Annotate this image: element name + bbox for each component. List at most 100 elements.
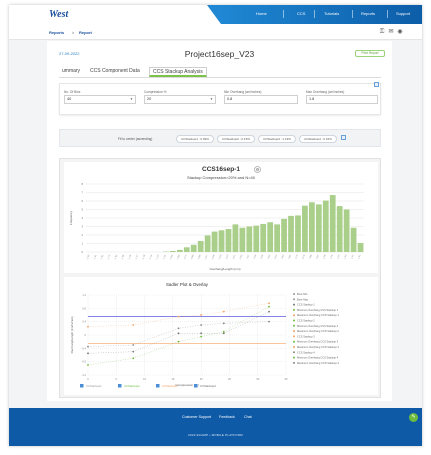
histogram-bar — [260, 223, 267, 252]
stackup-chip[interactable]: CCStackup3 : 1.19% — [258, 135, 296, 143]
stackup-chip[interactable]: CCStackup4 : 0.01% — [299, 135, 337, 143]
x-tick-label: 0.43 — [275, 254, 279, 259]
legend-label: Maximum Overhang CCS Stackup 2 — [297, 329, 339, 333]
x-tick-label: -0.29 — [219, 254, 223, 260]
histogram-bar — [343, 209, 350, 252]
series-line — [87, 303, 270, 327]
x-tick-label: 0.97 — [316, 254, 320, 259]
x-tick-label: -0.56 — [198, 254, 202, 260]
info-icon[interactable] — [341, 135, 346, 140]
y-tick-label: 8 — [81, 182, 83, 186]
nav-tutorials[interactable]: Tutorials — [324, 11, 340, 16]
histogram-bar — [274, 224, 280, 252]
x-tick-label: -0.02 — [240, 254, 244, 260]
max-overhang-input[interactable]: 1.8 — [306, 95, 378, 104]
data-point — [132, 357, 135, 360]
chart-title: CCS16sep-1 — [202, 166, 240, 173]
data-point — [132, 324, 135, 326]
data-point — [268, 305, 270, 308]
y-tick-label: 1.2 — [82, 293, 86, 297]
histogram-bar — [336, 206, 343, 252]
mail-icon[interactable]: ✉ — [388, 29, 394, 35]
nav-ccs[interactable]: CCS — [297, 11, 306, 16]
y-tick-label: 2 — [81, 233, 83, 237]
legend-marker — [293, 351, 295, 354]
nav-support[interactable]: Support — [396, 11, 411, 16]
nav-divider — [387, 10, 388, 18]
bins-select[interactable]: 40 ▼ — [64, 95, 136, 104]
chat-icon[interactable]: ✎ — [409, 413, 418, 422]
legend-marker — [293, 303, 295, 306]
breadcrumb-reports[interactable]: Reports — [49, 30, 65, 35]
report-panel: 27-09-2022 Project16sep_V23 Print Report… — [47, 41, 392, 401]
x-tick-label: 0.52 — [282, 254, 286, 259]
histogram-bar — [288, 215, 294, 252]
x-tick-label: -0.11 — [233, 254, 237, 260]
tab-ccs-stackup-analysis[interactable]: CCS Stackup Analysis — [149, 67, 207, 77]
tab-ccs-component-data[interactable]: CCS Component Data — [90, 68, 140, 74]
x-tick-label: 1.33 — [344, 254, 348, 259]
x-tick-label: -1.64 — [115, 254, 119, 260]
legend-label: CCS Stackup 4 — [297, 350, 315, 354]
stackup-chip[interactable]: CCStackup2 : 0.15% — [217, 135, 255, 143]
y-tick-label: -0.4 — [82, 346, 87, 350]
x-tick-label: -0.83 — [177, 254, 181, 260]
tab-summary[interactable]: ummary — [62, 68, 81, 74]
data-point — [177, 332, 180, 335]
nav-reports[interactable]: Reports — [361, 11, 376, 16]
x-tick-label: -1.91 — [94, 254, 98, 260]
legend-checkbox — [194, 384, 198, 388]
x-tick-label: 0.07 — [247, 254, 251, 259]
chat-link[interactable]: Chat — [244, 415, 252, 419]
histogram-bar — [267, 222, 274, 252]
x-tick-label: -0.65 — [191, 254, 195, 260]
histogram-bar — [302, 205, 308, 252]
bins-value: 40 — [67, 97, 72, 101]
legend-marker — [293, 314, 295, 317]
lock-icon[interactable]: ⚿ — [379, 29, 385, 35]
series-line — [87, 321, 270, 347]
x-tick-label: 1.42 — [351, 254, 355, 259]
min-overhang-input[interactable]: 0.8 — [224, 95, 298, 104]
west-logo[interactable]: West — [49, 9, 69, 20]
legend-toggle-label: CCStackup4 — [200, 384, 216, 388]
legend-label: Maximum Overhang CCS Stackup 1 — [297, 313, 339, 317]
chart-subtitle: Stackup Compression=20% and N=40 — [186, 175, 256, 180]
x-tick-label: 0.34 — [268, 254, 272, 259]
settings-icon[interactable]: ⚙ — [254, 166, 261, 173]
compression-label: Compression % — [144, 90, 167, 94]
histogram-bar — [246, 226, 253, 252]
data-point — [268, 310, 270, 313]
legend-marker — [293, 330, 295, 333]
feedback-link[interactable]: Feedback — [219, 415, 235, 419]
y-tick-label: 3 — [81, 225, 83, 229]
user-icon[interactable]: ◉ — [397, 29, 403, 35]
print-report-button[interactable]: Print Report — [355, 50, 385, 57]
data-point — [200, 324, 203, 326]
histogram-bar — [211, 231, 218, 252]
refresh-icon[interactable] — [374, 82, 379, 87]
histogram-bar — [315, 204, 322, 252]
y-tick-label: 1 — [81, 242, 83, 246]
legend-label: CCS Stackup 3 — [297, 334, 315, 338]
customer-support-link[interactable]: Customer Support — [182, 415, 212, 419]
compression-select[interactable]: 20 ▼ — [144, 95, 216, 104]
report-date: 27-09-2022 — [59, 51, 80, 56]
nav-home[interactable]: Home — [256, 11, 267, 16]
legend-toggle-label: CCStackup2 — [124, 384, 140, 388]
y-tick-label: 0.8 — [82, 306, 86, 310]
histogram-bar — [197, 240, 204, 252]
x-tick-label: 35 — [285, 377, 288, 381]
data-point — [200, 332, 203, 335]
histogram-bar — [253, 225, 260, 252]
copyright: 2022 ECAMP • MOBILE PLATFORM — [188, 433, 243, 437]
x-tick-label: 20 — [200, 377, 203, 381]
stackup-chip[interactable]: CCStackup1 : 0.09% — [176, 135, 214, 143]
top-navigation: West Home CCS Tutorials Reports Support — [9, 5, 422, 24]
y-tick-label: -1.2 — [82, 373, 87, 377]
histogram-bar — [239, 227, 246, 252]
x-tick-label: -0.47 — [205, 254, 209, 260]
chevron-down-icon: ▼ — [210, 97, 213, 101]
y-tick-label: 4 — [81, 216, 83, 220]
